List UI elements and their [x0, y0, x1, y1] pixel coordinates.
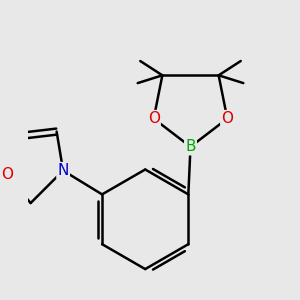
Text: O: O — [1, 167, 13, 182]
Text: O: O — [221, 111, 233, 126]
Text: N: N — [57, 163, 69, 178]
Text: O: O — [148, 111, 160, 126]
Text: B: B — [185, 139, 196, 154]
